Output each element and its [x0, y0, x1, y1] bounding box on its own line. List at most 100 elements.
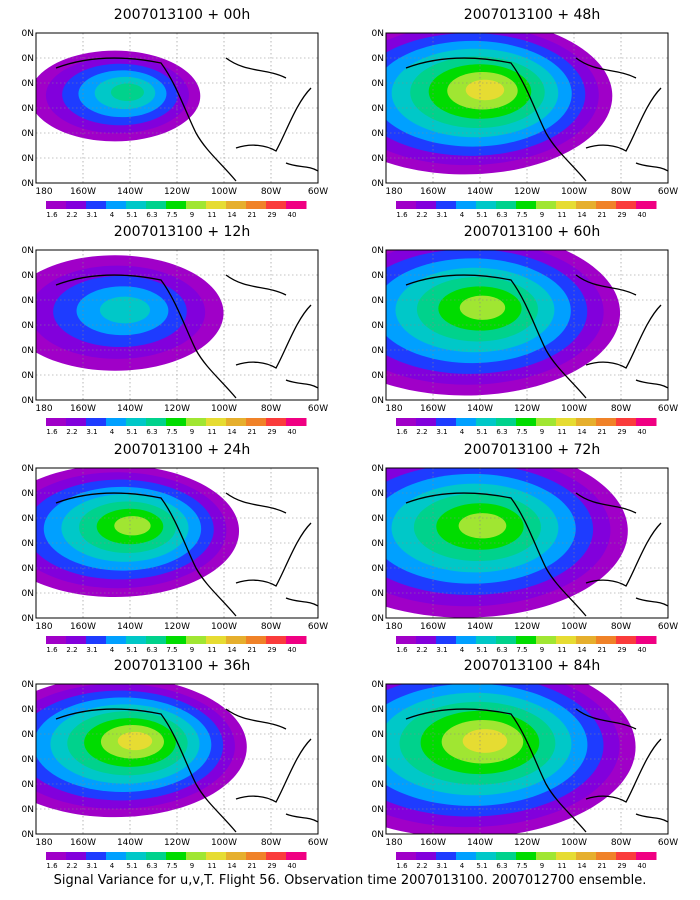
- colorbar-swatch: [456, 852, 477, 860]
- latitude-label: 70N: [372, 464, 384, 474]
- colorbar-swatch: [616, 852, 637, 860]
- colorbar-swatch: [496, 201, 517, 209]
- colorbar-swatch: [246, 418, 267, 426]
- longitude-label: 180: [385, 187, 402, 197]
- latitude-label: 40N: [22, 755, 34, 765]
- latitude-label: 20N: [372, 589, 384, 599]
- latitude-label: 40N: [22, 321, 34, 331]
- colorbar-swatch: [416, 852, 437, 860]
- colorbar-label: 9: [540, 646, 544, 654]
- latitude-label: 60N: [372, 54, 384, 64]
- longitude-label: 60W: [658, 622, 678, 632]
- colorbar-swatch: [556, 201, 577, 209]
- contour-level-9: [459, 295, 506, 320]
- figure-caption: Signal Variance for u,v,T. Flight 56. Ob…: [53, 873, 647, 888]
- latitude-label: 20N: [22, 371, 34, 381]
- colorbar-label: 5.1: [126, 211, 137, 219]
- colorbar-label: 11: [558, 646, 567, 654]
- panel-title: 2007013100 + 36h: [113, 658, 251, 674]
- coastline: [405, 274, 668, 399]
- colorbar-label: 7.5: [516, 428, 527, 436]
- colorbar-label: 40: [638, 428, 647, 436]
- colorbar-label: 11: [208, 862, 217, 870]
- latitude-label: 70N: [22, 464, 34, 474]
- colorbar-swatch: [396, 418, 417, 426]
- colorbar-label: 4: [110, 428, 115, 436]
- longitude-label: 140W: [467, 187, 493, 197]
- colorbar-swatch: [186, 418, 207, 426]
- colorbar-label: 2.2: [416, 428, 427, 436]
- colorbar-swatch: [286, 418, 307, 426]
- longitude-label: 120W: [164, 622, 190, 632]
- colorbar-swatch: [246, 852, 267, 860]
- colorbar-label: 14: [228, 428, 237, 436]
- latitude-label: 40N: [372, 539, 384, 549]
- longitude-label: 160W: [70, 622, 96, 632]
- colorbar-swatch: [66, 418, 87, 426]
- coastline: [55, 708, 318, 833]
- colorbar-swatch: [186, 201, 207, 209]
- longitude-label: 80W: [611, 187, 631, 197]
- latitude-label: 50N: [372, 730, 384, 740]
- colorbar-label: 40: [638, 211, 647, 219]
- latitude-label: 10N: [372, 396, 384, 406]
- colorbar-label: 14: [578, 428, 587, 436]
- latitude-label: 70N: [22, 246, 34, 256]
- longitude-label: 160W: [70, 187, 96, 197]
- colorbar-swatch: [146, 852, 167, 860]
- longitude-label: 80W: [611, 404, 631, 414]
- longitude-label: 140W: [117, 187, 143, 197]
- latitude-label: 20N: [22, 589, 34, 599]
- longitude-label: 60W: [308, 838, 328, 848]
- colorbar-label: 7.5: [166, 211, 177, 219]
- colorbar-label: 7.5: [516, 862, 527, 870]
- colorbar-swatch: [636, 201, 657, 209]
- colorbar-label: 29: [618, 428, 627, 436]
- colorbar-label: 5.1: [126, 862, 137, 870]
- colorbar-swatch: [286, 636, 307, 644]
- longitude-label: 60W: [658, 404, 678, 414]
- variance-map: 70N 60N 50N 40N 30N 20N 10N180 160W 140W 120W 100W…: [372, 29, 678, 219]
- colorbar-label: 9: [540, 428, 544, 436]
- colorbar-label: 3.1: [86, 646, 97, 654]
- panel-title: 2007013100 + 00h: [113, 7, 251, 23]
- latitude-label: 10N: [372, 614, 384, 624]
- colorbar-label: 29: [268, 211, 277, 219]
- contour-level-9: [458, 513, 507, 539]
- colorbar-swatch: [556, 852, 577, 860]
- longitude-label: 100W: [211, 187, 237, 197]
- colorbar-label: 40: [288, 862, 297, 870]
- colorbar-swatch: [576, 852, 597, 860]
- colorbar-label: 11: [558, 211, 567, 219]
- map-panel-4: 2007013100 + 60h 70N 60N 50N 40N 30N 20N 10N180…: [372, 222, 692, 436]
- longitude-label: 140W: [467, 838, 493, 848]
- longitude-label: 180: [35, 838, 52, 848]
- colorbar-swatch: [146, 418, 167, 426]
- colorbar-swatch: [66, 201, 87, 209]
- colorbar-label: 11: [208, 428, 217, 436]
- colorbar-swatch: [556, 636, 577, 644]
- colorbar-label: 3.1: [86, 862, 97, 870]
- longitude-label: 120W: [164, 404, 190, 414]
- colorbar-label: 6.3: [146, 428, 157, 436]
- colorbar-swatch: [66, 852, 87, 860]
- colorbar-label: 3.1: [436, 862, 447, 870]
- colorbar-label: 1.6: [46, 862, 58, 870]
- colorbar-swatch: [206, 852, 227, 860]
- longitude-label: 160W: [420, 838, 446, 848]
- latitude-label: 70N: [22, 680, 34, 690]
- longitude-label: 60W: [308, 187, 328, 197]
- colorbar-swatch: [536, 201, 557, 209]
- colorbar-swatch: [596, 418, 617, 426]
- longitude-label: 180: [35, 187, 52, 197]
- colorbar-label: 5.1: [476, 646, 487, 654]
- longitude-label: 160W: [420, 622, 446, 632]
- latitude-label: 20N: [372, 371, 384, 381]
- latitude-label: 10N: [372, 179, 384, 189]
- latitude-label: 30N: [22, 564, 34, 574]
- latitude-label: 40N: [22, 539, 34, 549]
- map-panel-7: 2007013100 + 36h 70N 60N 50N 40N 30N 20N 10N180…: [22, 656, 342, 870]
- colorbar-swatch: [616, 418, 637, 426]
- longitude-label: 180: [385, 838, 402, 848]
- map-panel-5: 2007013100 + 24h 70N 60N 50N 40N 30N 20N 10N180…: [22, 440, 342, 654]
